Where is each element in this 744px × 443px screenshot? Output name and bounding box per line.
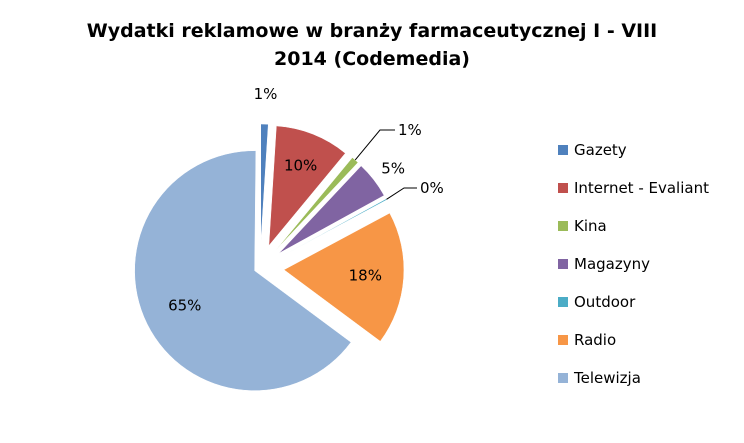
legend-swatch-kina [558, 221, 568, 231]
chart-title-line-1: Wydatki reklamowe w branży farmaceutyczn… [87, 20, 657, 42]
pie-slice-kina [275, 157, 359, 251]
legend-label-radio: Radio [574, 331, 616, 349]
pie-slice-radio [283, 212, 405, 342]
legend: Gazety Internet - Evaliant Kina Magazyny Out… [558, 141, 709, 387]
data-label-magazyny: 5% [381, 159, 405, 177]
legend-swatch-internet-evaliant [558, 183, 568, 193]
legend-label-kina: Kina [574, 217, 607, 235]
legend-label-outdoor: Outdoor [574, 293, 636, 311]
legend-swatch-outdoor [558, 297, 568, 307]
data-label-outdoor: 0% [420, 179, 444, 197]
data-label-internet-evaliant: 10% [284, 156, 317, 174]
legend-swatch-magazyny [558, 259, 568, 269]
legend-label-telewizja: Telewizja [573, 369, 641, 387]
pie-slice-telewizja [134, 150, 352, 391]
pie-data-labels: 1% 10% 1% 5% 0% 18% 65% [168, 85, 444, 314]
data-label-kina: 1% [398, 121, 422, 139]
pie-slice-outdoor [280, 198, 388, 257]
leader-line-outdoor [386, 187, 417, 200]
data-label-telewizja: 65% [168, 296, 201, 314]
pie-slice-internet-evaliant [268, 125, 346, 247]
legend-label-internet-evaliant: Internet - Evaliant [574, 179, 709, 197]
pie-slice-gazety [260, 123, 269, 245]
legend-label-gazety: Gazety [574, 141, 627, 159]
leader-line-kina [354, 129, 395, 161]
chart-title-line-2: 2014 (Codemedia) [274, 48, 470, 70]
pie-slices [134, 123, 405, 391]
legend-swatch-gazety [558, 145, 568, 155]
legend-swatch-radio [558, 335, 568, 345]
data-label-radio: 18% [349, 267, 382, 285]
legend-swatch-telewizja [558, 373, 568, 383]
legend-label-magazyny: Magazyny [574, 255, 650, 273]
pie-slice-magazyny [278, 165, 385, 254]
data-label-gazety: 1% [254, 85, 278, 103]
